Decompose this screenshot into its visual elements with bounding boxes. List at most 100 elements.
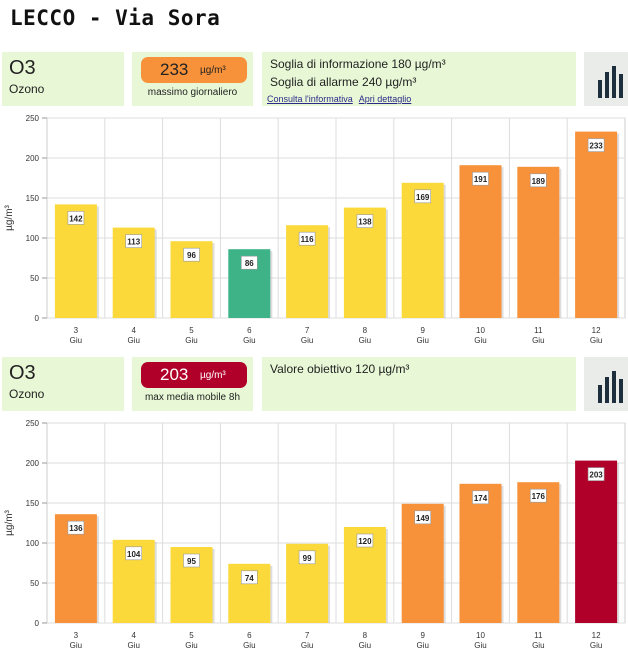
y-tick-label: 250 xyxy=(26,419,40,428)
data-label: 169 xyxy=(416,193,430,202)
x-tick-label-day: 7 xyxy=(305,631,310,640)
y-tick-label: 100 xyxy=(26,234,40,243)
bar xyxy=(459,165,502,318)
x-tick-label-day: 11 xyxy=(534,631,543,640)
bar xyxy=(517,166,560,318)
data-label: 176 xyxy=(532,492,546,501)
data-label: 120 xyxy=(358,537,372,546)
data-label: 189 xyxy=(532,177,546,186)
data-label: 136 xyxy=(69,524,83,533)
x-tick-label-day: 9 xyxy=(420,631,425,640)
alarm-threshold: Soglia di allarme 240 µg/m³ xyxy=(270,75,417,89)
pollutant-code: O3 xyxy=(9,362,36,384)
x-tick-label-month: Giu xyxy=(185,641,197,650)
pollutant-name: Ozono xyxy=(9,387,45,401)
panel-moving-average: O3 Ozono 203 µg/m³ max media mobile 8h V… xyxy=(0,355,628,655)
bar xyxy=(401,182,444,318)
chart-toggle-button[interactable] xyxy=(584,357,628,411)
bar xyxy=(517,482,560,623)
x-tick-label-day: 3 xyxy=(74,631,79,640)
y-tick-label: 100 xyxy=(26,539,40,548)
consult-info-link[interactable]: Consulta l'informativa xyxy=(267,94,353,104)
data-label: 138 xyxy=(358,218,372,227)
x-tick-label-day: 4 xyxy=(131,326,136,335)
x-tick-label-day: 8 xyxy=(363,631,368,640)
value-number: 233 xyxy=(160,60,189,79)
x-tick-label-month: Giu xyxy=(474,336,486,345)
bar xyxy=(575,131,618,318)
y-tick-label: 250 xyxy=(26,114,40,123)
data-label: 174 xyxy=(474,494,488,503)
bar xyxy=(575,460,618,623)
data-label-box xyxy=(298,231,316,246)
data-label: 203 xyxy=(589,471,603,480)
x-tick-label-month: Giu xyxy=(359,336,371,345)
data-label-box xyxy=(67,520,85,535)
data-label: 149 xyxy=(416,514,430,523)
value-pill: 203 µg/m³ xyxy=(141,362,247,388)
bar xyxy=(459,483,502,623)
data-label: 95 xyxy=(187,557,196,566)
x-tick-label-day: 9 xyxy=(420,326,425,335)
data-label: 86 xyxy=(245,259,254,268)
data-label-box xyxy=(529,173,547,188)
x-tick-label-month: Giu xyxy=(590,641,602,650)
x-tick-label-month: Giu xyxy=(243,336,255,345)
y-tick-label: 50 xyxy=(30,579,39,588)
data-label-box xyxy=(241,570,258,585)
x-tick-label-month: Giu xyxy=(532,641,544,650)
open-detail-link[interactable]: Apri dettaglio xyxy=(358,94,412,104)
x-tick-label-month: Giu xyxy=(243,641,255,650)
x-tick-label-month: Giu xyxy=(127,641,139,650)
y-axis-label: µg/m³ xyxy=(4,509,15,535)
data-label: 104 xyxy=(127,550,141,559)
data-label-box xyxy=(125,546,142,561)
x-tick-label-day: 6 xyxy=(247,631,252,640)
data-label: 113 xyxy=(127,238,140,247)
x-tick-label-month: Giu xyxy=(70,641,82,650)
x-tick-label-month: Giu xyxy=(301,336,313,345)
x-tick-label-day: 5 xyxy=(189,631,194,640)
bar-chart-icon xyxy=(598,371,623,403)
x-tick-label-day: 8 xyxy=(363,326,368,335)
chart-toggle-button[interactable] xyxy=(584,52,628,106)
value-box: 233 µg/m³ massimo giornaliero xyxy=(132,52,253,106)
data-label-box xyxy=(356,533,374,548)
data-label: 142 xyxy=(69,214,83,223)
value-unit: µg/m³ xyxy=(200,65,226,76)
info-links: Consulta l'informativa Apri dettaglio xyxy=(267,94,415,104)
pollutant-code: O3 xyxy=(9,57,36,79)
x-tick-label-month: Giu xyxy=(416,641,428,650)
x-tick-label-day: 10 xyxy=(476,631,485,640)
data-label-box xyxy=(587,467,605,481)
data-label-box xyxy=(529,488,547,503)
pollutant-name: Ozono xyxy=(9,82,45,96)
data-label-box xyxy=(298,550,316,565)
pollutant-box: O3 Ozono xyxy=(2,357,124,411)
x-tick-label-month: Giu xyxy=(474,641,486,650)
value-caption: max media mobile 8h xyxy=(144,392,241,403)
data-label: 191 xyxy=(474,175,488,184)
x-tick-label-day: 12 xyxy=(592,326,601,335)
info-box: Soglia di informazione 180 µg/m³ Soglia … xyxy=(262,52,576,106)
y-tick-label: 0 xyxy=(35,619,40,628)
data-label-box xyxy=(125,234,142,248)
y-tick-label: 50 xyxy=(30,274,39,283)
panel-max-daily: O3 Ozono 233 µg/m³ massimo giornaliero S… xyxy=(0,50,628,350)
info-threshold: Soglia di informazione 180 µg/m³ xyxy=(270,57,446,71)
y-tick-label: 200 xyxy=(26,154,40,163)
x-tick-label-month: Giu xyxy=(70,336,82,345)
data-label: 116 xyxy=(301,235,314,244)
pollutant-box: O3 Ozono xyxy=(2,52,124,106)
x-tick-label-month: Giu xyxy=(416,336,428,345)
data-label: 74 xyxy=(245,574,254,583)
x-tick-label-month: Giu xyxy=(590,336,602,345)
info-box: Valore obiettivo 120 µg/m³ xyxy=(262,357,576,411)
x-tick-label-month: Giu xyxy=(127,336,139,345)
value-number: 203 xyxy=(160,365,189,384)
data-label: 99 xyxy=(303,554,312,563)
x-tick-label-day: 3 xyxy=(74,326,79,335)
data-label-box xyxy=(414,510,432,525)
